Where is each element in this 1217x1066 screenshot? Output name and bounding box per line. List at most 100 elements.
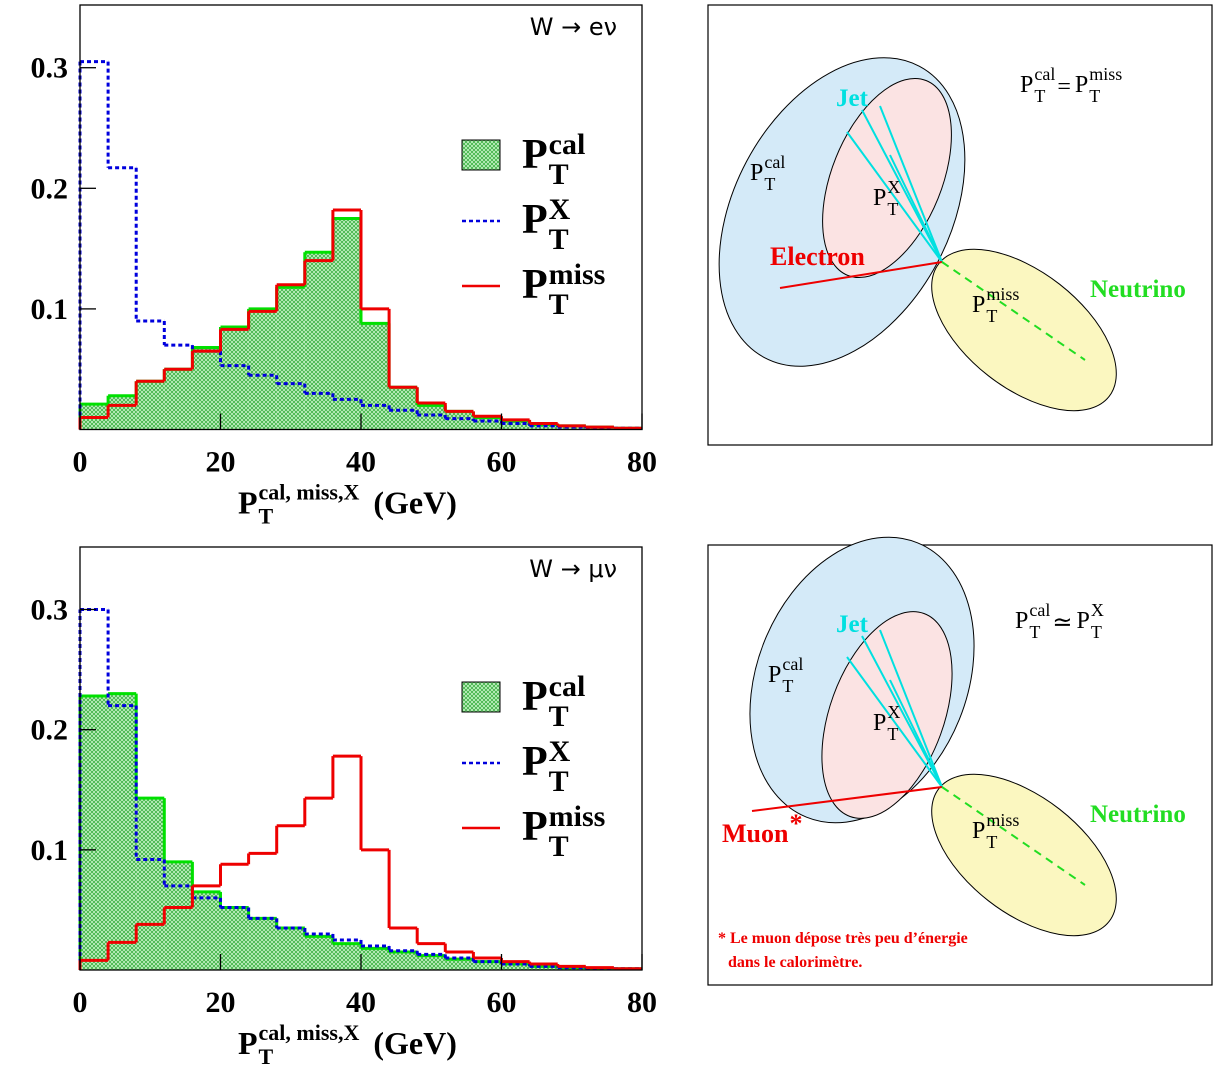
neutrino-line (941, 786, 1086, 886)
formula-op: ≃ (1052, 610, 1072, 636)
hist-bar (248, 308, 277, 430)
annotation: W → eν (530, 13, 617, 41)
x-tick-label: 0 (73, 446, 88, 479)
x-axis-label-sub: T (259, 504, 274, 529)
jet-label: Jet (836, 85, 869, 112)
hist-bar (361, 323, 390, 430)
x-axis-label: P (238, 1025, 258, 1061)
hist-bar (332, 218, 361, 430)
y-tick-label: 0.3 (31, 52, 69, 85)
hist-bar (248, 918, 277, 970)
legend-label-sub: T (549, 223, 569, 256)
hist-bar (529, 966, 558, 970)
footnote: * Le muon dépose très peu d’énergie (718, 930, 968, 947)
x-tick-label: 80 (627, 446, 657, 479)
formula-op: = (1057, 74, 1071, 100)
hist-bar (136, 798, 165, 970)
hist-bar (501, 421, 530, 430)
px-label: P (873, 185, 886, 211)
formula-sub: T (1029, 622, 1040, 642)
legend-label-sub: T (549, 158, 569, 191)
formula: P (1015, 608, 1028, 634)
neutrino-label: Neutrino (1090, 801, 1186, 828)
legend-label: P (522, 739, 548, 785)
pcal-label-sub: T (782, 676, 793, 696)
pmiss-label: P (972, 818, 985, 844)
footnote: dans le calorimètre. (728, 954, 862, 971)
x-tick-label: 40 (346, 986, 376, 1019)
hist-bar (445, 959, 474, 970)
y-tick-label: 0.2 (31, 172, 69, 205)
legend-label: P (522, 804, 548, 850)
y-tick-label: 0.1 (31, 293, 69, 326)
legend-label-sub: T (549, 700, 569, 733)
x-axis-label-unit: (GeV) (373, 1025, 457, 1061)
legend-label-sup: miss (549, 258, 606, 291)
legend-label: P (522, 132, 548, 178)
x-tick-label: 60 (487, 446, 517, 479)
formula-sup: X (1091, 600, 1104, 620)
px-label-sup: X (887, 702, 900, 722)
hist-bar (220, 907, 249, 970)
legend-label-sup: cal (549, 128, 586, 161)
pmiss-label-sup: miss (986, 810, 1019, 830)
hist-bar (389, 951, 418, 970)
x-axis-label-sub: T (259, 1044, 274, 1066)
pcal-label-sub: T (764, 174, 775, 194)
diagram-electron (707, 4, 1213, 446)
hist-bar (220, 326, 249, 430)
lepton-label-sup: * (789, 809, 802, 838)
pmiss-label-sub: T (986, 832, 997, 852)
px-label-sup: X (887, 177, 900, 197)
hist-bar (417, 955, 446, 970)
diagram-muon (707, 536, 1213, 986)
hist-bar (164, 861, 193, 970)
hist-bar (80, 696, 109, 970)
legend-label: P (522, 262, 548, 308)
neutrino-line (941, 261, 1086, 361)
x-tick-label: 60 (487, 986, 517, 1019)
hist-bar (417, 405, 446, 430)
hist-bar (192, 891, 221, 970)
pcal-label: P (750, 160, 763, 186)
miss-ellipse (931, 773, 1117, 937)
x-ellipse (822, 77, 952, 279)
x-tick-label: 0 (73, 986, 88, 1019)
lepton-line (779, 261, 943, 289)
formula: P (1020, 72, 1033, 98)
hist-bar (276, 287, 305, 430)
hist-bar (164, 369, 193, 430)
hist-bar (332, 943, 361, 970)
neutrino-label: Neutrino (1090, 276, 1186, 303)
legend-label: P (522, 197, 548, 243)
legend-swatch (461, 681, 501, 713)
pmiss-label-sup: miss (986, 284, 1019, 304)
px-label-sub: T (887, 724, 898, 744)
formula-sub: T (1089, 86, 1100, 106)
hist-bar (304, 252, 333, 430)
lepton-line (751, 786, 943, 812)
px-label-sub: T (887, 199, 898, 219)
legend-label-sub: T (549, 288, 569, 321)
formula: P (1075, 72, 1088, 98)
formula-sup: cal (1029, 600, 1050, 620)
y-tick-label: 0.2 (31, 714, 69, 747)
y-tick-label: 0.3 (31, 593, 69, 626)
pmiss-label: P (972, 292, 985, 318)
formula: P (1076, 608, 1089, 634)
diagram-frame (707, 4, 1213, 446)
legend-swatch (461, 139, 501, 171)
hist-bar (276, 927, 305, 970)
x-ellipse (821, 611, 953, 819)
lepton-label: Electron (770, 242, 865, 271)
legend-label-sub: T (549, 765, 569, 798)
pcal-label-sup: cal (764, 152, 785, 172)
formula-sub: T (1034, 86, 1045, 106)
x-tick-label: 80 (627, 986, 657, 1019)
annotation: W → μν (529, 555, 617, 583)
hist-bar (136, 381, 165, 430)
x-tick-label: 20 (206, 986, 236, 1019)
legend-label-sup: X (549, 193, 571, 226)
legend-label: P (522, 674, 548, 720)
